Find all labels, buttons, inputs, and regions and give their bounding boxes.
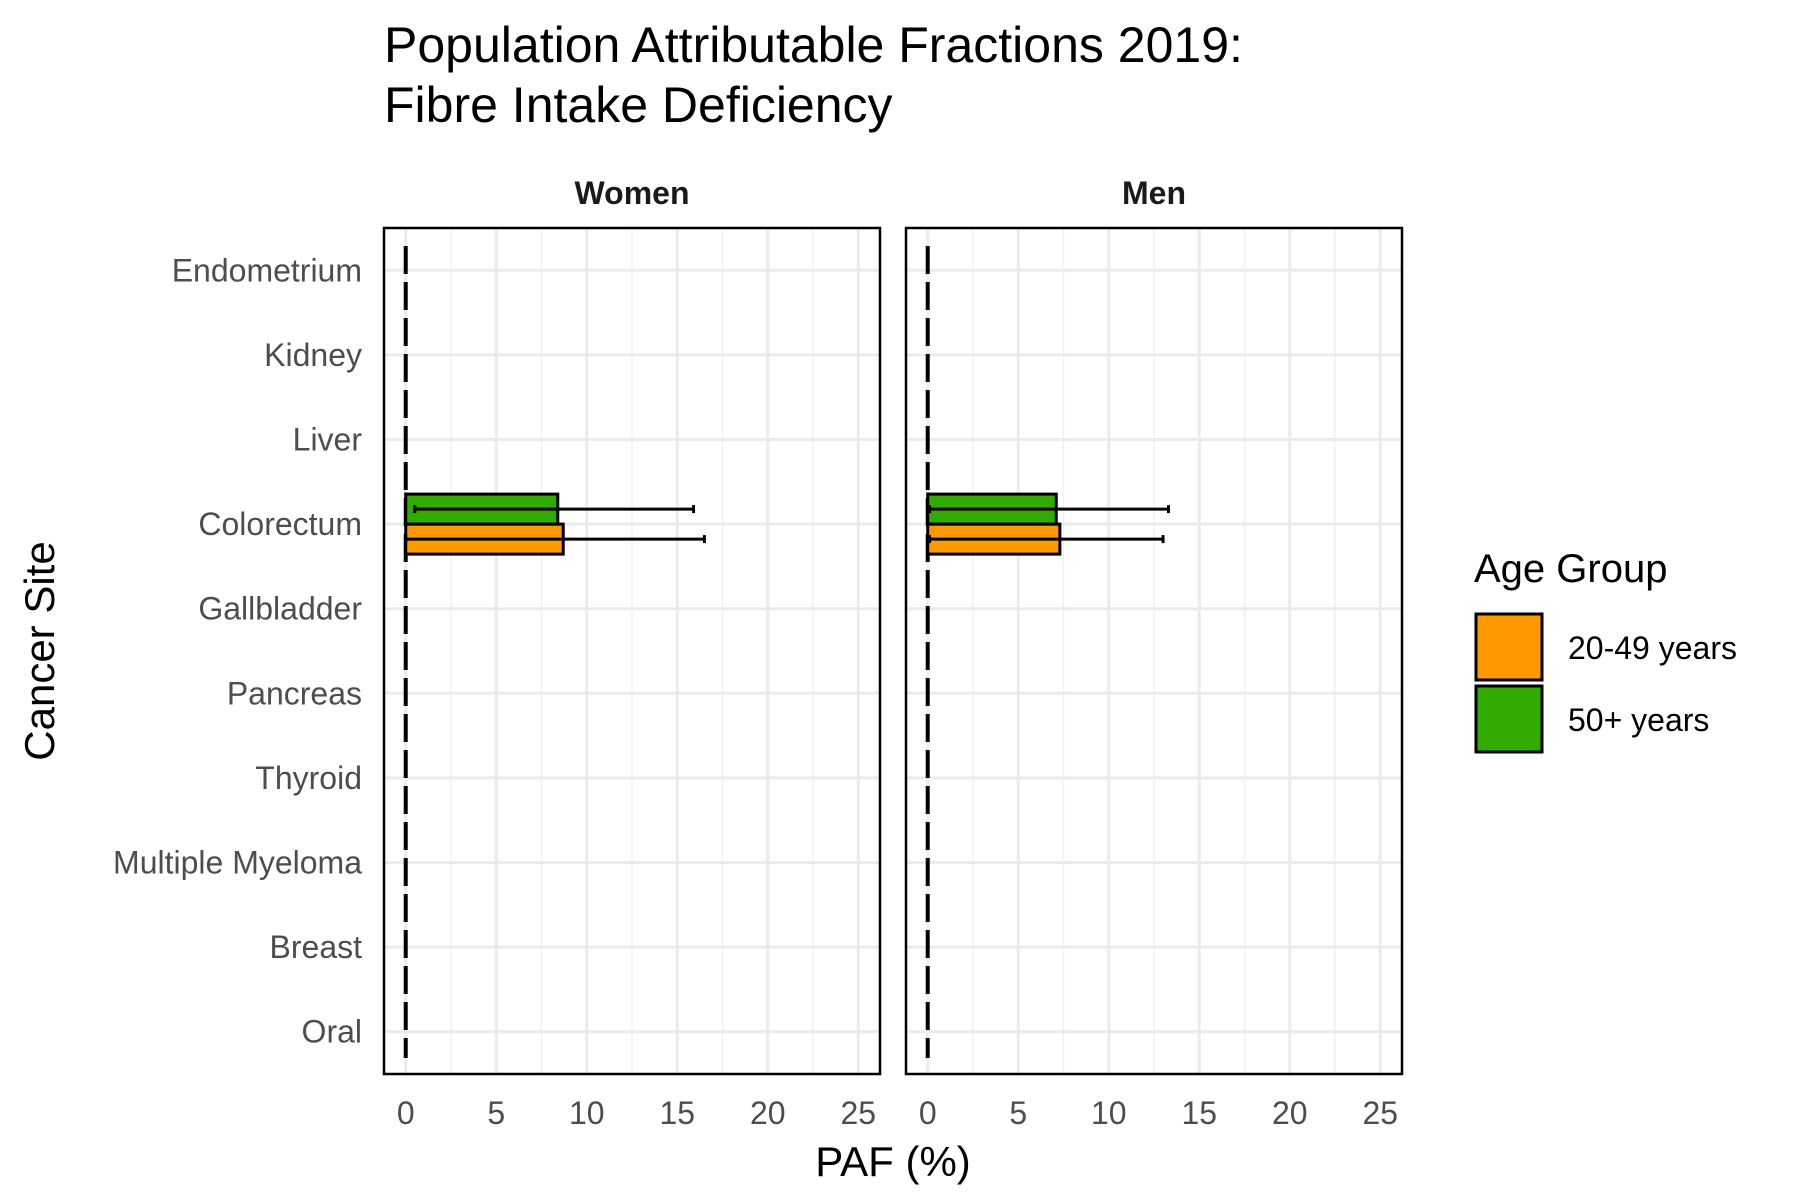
legend-key — [1474, 612, 1544, 682]
facet-strip-label: Women — [575, 175, 690, 211]
y-tick-label: Thyroid — [255, 760, 362, 796]
y-tick-label: Multiple Myeloma — [113, 845, 362, 881]
y-tick-label: Colorectum — [198, 506, 362, 542]
legend-title: Age Group — [1474, 547, 1667, 591]
x-tick-label: 5 — [487, 1095, 505, 1131]
legend-key — [1474, 684, 1544, 754]
legend-label: 50+ years — [1568, 702, 1709, 738]
legend: Age Group 20-49 years 50+ years — [1474, 547, 1737, 754]
x-tick-label: 25 — [840, 1095, 876, 1131]
y-tick-label: Pancreas — [227, 675, 362, 711]
panel-border — [382, 226, 882, 1076]
x-tick-label: 0 — [397, 1095, 415, 1131]
y-tick-label: Endometrium — [172, 252, 362, 288]
x-tick-label: 25 — [1362, 1095, 1398, 1131]
chart-title-line: Population Attributable Fractions 2019: — [384, 17, 1243, 73]
x-tick-label: 20 — [750, 1095, 786, 1131]
x-tick-label: 10 — [1091, 1095, 1127, 1131]
x-tick-label: 15 — [1181, 1095, 1217, 1131]
facet-panel-men: Men 0 5 10 15 20 25 — [904, 175, 1404, 1131]
y-tick-label: Oral — [302, 1014, 362, 1050]
legend-label: 20-49 years — [1568, 630, 1737, 666]
x-tick-label: 10 — [569, 1095, 605, 1131]
x-tick-label: 0 — [919, 1095, 937, 1131]
y-tick-label: Breast — [270, 929, 363, 965]
facet-panel-women: Women 0 5 10 15 20 25 — [382, 175, 882, 1131]
x-tick-label: 15 — [659, 1095, 695, 1131]
y-tick-label: Liver — [293, 422, 363, 458]
chart-title: Population Attributable Fractions 2019: F… — [384, 17, 1243, 133]
x-tick-label: 5 — [1009, 1095, 1027, 1131]
chart-title-line: Fibre Intake Deficiency — [384, 77, 893, 133]
panel-border — [904, 226, 1404, 1076]
x-tick-label: 20 — [1272, 1095, 1308, 1131]
x-axis-title: PAF (%) — [815, 1138, 971, 1185]
facet-strip-label: Men — [1122, 175, 1186, 211]
y-tick-label: Kidney — [264, 337, 362, 373]
y-tick-label: Gallbladder — [198, 591, 362, 627]
y-axis-title: Cancer Site — [16, 541, 63, 760]
